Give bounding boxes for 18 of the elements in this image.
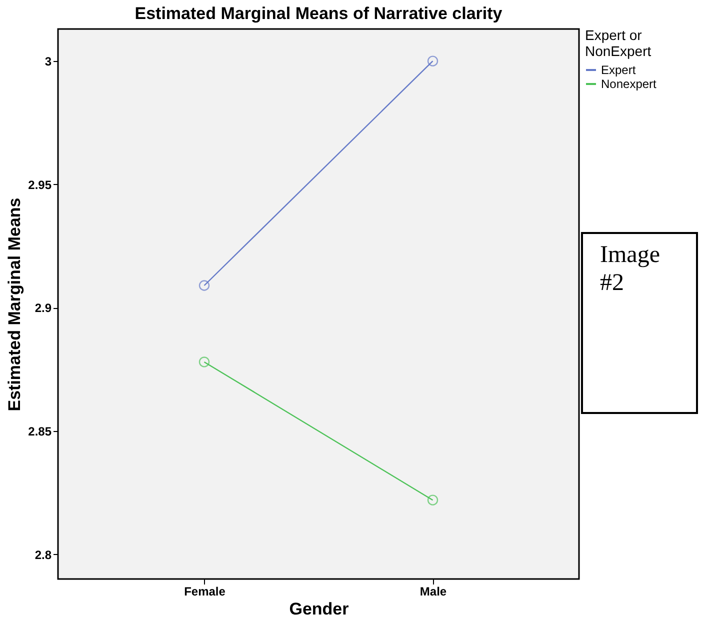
- y-tick-label: 3: [44, 54, 52, 69]
- legend-title: Expert or NonExpert: [585, 27, 652, 59]
- point: [427, 56, 438, 66]
- x-tick-label: Male: [420, 584, 447, 598]
- point: [427, 494, 438, 506]
- x-tick-label: Female: [184, 584, 226, 598]
- chart-title: Estimated Marginal Means of Narrative clarity: [134, 4, 503, 23]
- y-tick-label: 2.9: [34, 301, 52, 316]
- y-tick-label: 2.95: [28, 178, 52, 192]
- point: [198, 356, 210, 368]
- x-axis-title: Gender: [289, 600, 350, 618]
- y-tick-label: 2.85: [28, 424, 52, 439]
- legend-label: Nonexpert: [601, 77, 658, 91]
- legend-label: Expert: [601, 63, 636, 77]
- y-tick-label: 2.8: [34, 548, 52, 562]
- y-axis-title: Estimated Marginal Means: [5, 198, 24, 412]
- text: Image #2: [600, 242, 660, 296]
- point: [198, 280, 210, 291]
